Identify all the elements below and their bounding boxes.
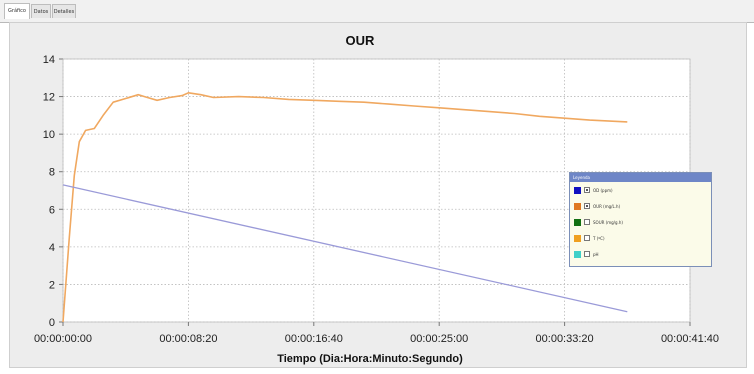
legend-checkbox[interactable] <box>584 219 590 225</box>
chart-title: OUR <box>346 33 376 48</box>
y-tick-label: 0 <box>49 317 55 329</box>
legend-title: Leyenda <box>570 173 711 182</box>
tab-detalles[interactable]: Detalles <box>52 4 76 18</box>
tab-datos[interactable]: Datos <box>31 4 51 18</box>
legend-entry: OUR (mg/L.h) <box>570 198 711 214</box>
legend-label: OUR (mg/L.h) <box>593 203 621 209</box>
y-tick-label: 10 <box>43 129 55 141</box>
chart-legend: Leyenda OD (ppm) OUR (mg/L.h) SOUR (mg/g.h… <box>569 172 712 267</box>
legend-label: pH <box>593 251 599 257</box>
legend-checkbox[interactable] <box>584 251 590 257</box>
x-tick-label: 00:00:00:00 <box>34 333 92 345</box>
legend-swatch <box>574 234 581 242</box>
legend-label: SOUR (mg/g.h) <box>593 219 623 225</box>
legend-swatch <box>574 218 581 226</box>
our-series-line <box>62 92 628 323</box>
legend-checkbox[interactable] <box>584 203 590 209</box>
x-axis-label: Tiempo (Dia:Hora:Minuto:Segundo) <box>277 353 463 365</box>
legend-swatch <box>574 250 581 258</box>
legend-entry: OD (ppm) <box>570 182 711 198</box>
legend-checkbox[interactable] <box>584 187 590 193</box>
x-tick-label: 00:00:16:40 <box>285 333 343 345</box>
legend-entry: T (ºC) <box>570 230 711 246</box>
od-series-line <box>62 184 628 313</box>
y-tick-label: 2 <box>49 279 55 291</box>
x-tick-label: 00:00:08:20 <box>159 333 217 345</box>
y-tick-label: 4 <box>49 242 55 254</box>
legend-swatch <box>574 202 581 210</box>
legend-entry: SOUR (mg/g.h) <box>570 214 711 230</box>
x-tick-label: 00:00:33:20 <box>536 333 594 345</box>
legend-checkbox[interactable] <box>584 235 590 241</box>
legend-label: T (ºC) <box>593 235 605 241</box>
x-tick-label: 00:00:25:00 <box>410 333 468 345</box>
legend-label: OD (ppm) <box>593 187 613 193</box>
y-tick-label: 6 <box>49 204 55 216</box>
x-tick-label: 00:00:41:40 <box>661 333 719 345</box>
tab-grafico[interactable]: Gráfico <box>4 3 30 19</box>
y-tick-label: 14 <box>43 54 55 66</box>
y-tick-label: 8 <box>49 167 55 179</box>
y-tick-label: 12 <box>43 92 55 104</box>
legend-entry: pH <box>570 246 711 262</box>
legend-swatch <box>574 186 581 194</box>
